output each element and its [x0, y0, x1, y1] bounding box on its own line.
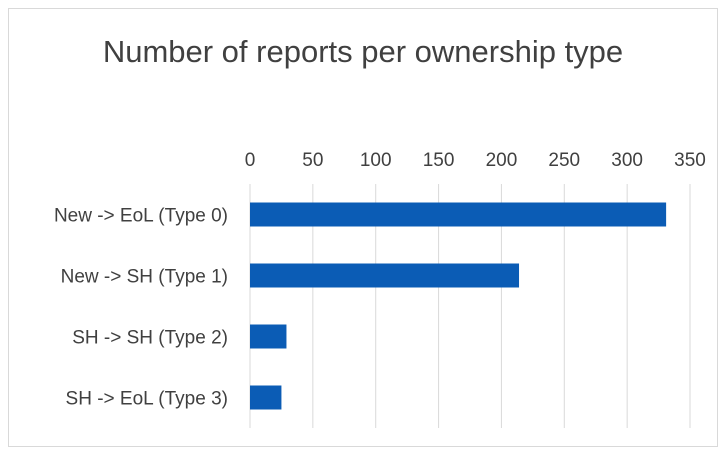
category-label: SH -> EoL (Type 3) — [66, 389, 228, 410]
x-tick-label: 0 — [245, 150, 256, 171]
bar — [250, 385, 282, 410]
chart-title: Number of reports per ownership type — [0, 30, 726, 74]
category-label: New -> SH (Type 1) — [61, 267, 228, 288]
chart-title-text: Number of reports per ownership type — [102, 34, 624, 69]
bar — [250, 202, 667, 227]
x-tick-label: 300 — [611, 150, 643, 171]
bars — [250, 202, 667, 410]
bar — [250, 324, 287, 349]
bar — [250, 263, 520, 288]
x-tick-labels: 0 50 100 150 200 250 300 350 — [245, 150, 706, 171]
x-tick-label: 150 — [423, 150, 455, 171]
chart-area — [8, 8, 718, 447]
category-label: New -> EoL (Type 0) — [54, 206, 228, 227]
x-tick-label: 350 — [674, 150, 706, 171]
x-tick-label: 200 — [486, 150, 518, 171]
x-tick-label: 50 — [302, 150, 323, 171]
category-labels: New -> EoL (Type 0) New -> SH (Type 1) SH … — [54, 206, 228, 410]
x-tick-label: 250 — [548, 150, 580, 171]
x-tick-label: 100 — [360, 150, 392, 171]
category-label: SH -> SH (Type 2) — [72, 328, 228, 349]
